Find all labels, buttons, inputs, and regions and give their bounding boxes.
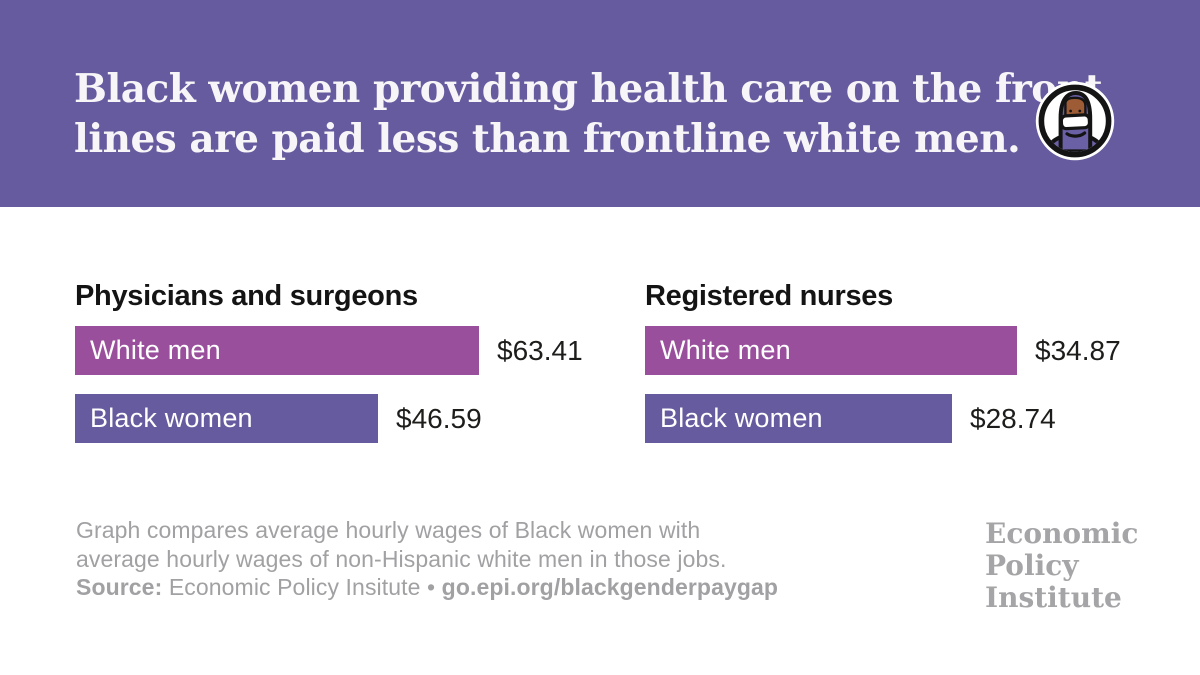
masked-health-worker-icon [1035,81,1115,161]
note-line1: Graph compares average hourly wages of B… [76,517,701,543]
bar-label: Black women [90,403,253,433]
bar-white-men: White men [645,326,1017,375]
bar-label: White men [90,335,221,365]
bar-value: $28.74 [970,402,1056,434]
chart-group-title: Registered nurses [645,280,893,312]
source-text: Economic Policy Insitute [168,574,421,600]
logo-line1: Economic [985,517,1139,550]
header-band: Black women providing health care on the… [0,0,1200,207]
logo-line2: Policy [985,549,1079,582]
bar-white-men: White men [75,326,479,375]
source-url: go.epi.org/blackgenderpaygap [441,574,779,600]
bar-row-white-men: White men $34.87 [645,326,1121,375]
bar-row-white-men: White men $63.41 [75,326,583,375]
bar-label: White men [660,335,791,365]
bar-black-women: Black women [75,394,378,443]
note-line2: average hourly wages of non-Hispanic whi… [76,545,727,572]
bar-label: Black women [660,403,823,433]
logo-line3: Institute [985,581,1122,614]
chart-registered-nurses: Registered nurses White men $34.87 Black… [645,278,1200,448]
bar-row-black-women: Black women $46.59 [75,394,482,443]
bar-row-black-women: Black women $28.74 [645,394,1056,443]
footnote: Graph compares average hourly wages of B… [76,516,778,602]
bar-value: $63.41 [497,334,583,366]
separator-dot: • [427,574,436,600]
source-label: Source: [76,574,163,600]
chart-physicians-and-surgeons: Physicians and surgeons White men $63.41… [75,278,635,448]
headline-line2: lines are paid less than frontline white… [74,116,1021,162]
headline: Black women providing health care on the… [74,64,1103,164]
bar-value: $34.87 [1035,334,1121,366]
epi-logo: Economic Policy Institute [985,518,1138,614]
bar-black-women: Black women [645,394,952,443]
chart-group-title: Physicians and surgeons [75,280,418,312]
bar-value: $46.59 [396,402,482,434]
headline-line1: Black women providing health care on the… [74,66,1103,112]
